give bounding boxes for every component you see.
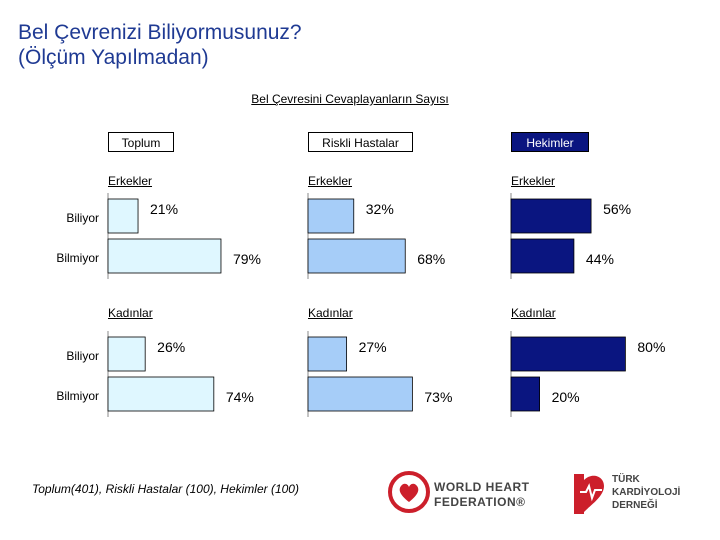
bar-hekimler-kadinlar-bilmiyor: [510, 376, 541, 412]
data-label-hekimler-kadinlar-biliyor: 80%: [637, 339, 665, 355]
group-header-toplum: Toplum: [108, 132, 174, 152]
row-label-erkekler-biliyor: Biliyor: [66, 211, 99, 225]
data-label-riskli-hastalar-erkekler-biliyor: 32%: [366, 201, 394, 217]
bar-toplum-kadinlar-bilmiyor: [107, 376, 215, 412]
bar-toplum-erkekler-biliyor: [107, 198, 139, 234]
subgroup-label-hekimler-erkekler: Erkekler: [511, 174, 556, 188]
bar-toplum-kadinlar-biliyor: [107, 336, 146, 372]
world-heart-federation-logo-icon: [388, 471, 430, 513]
data-label-riskli-hastalar-kadinlar-bilmiyor: 73%: [424, 389, 452, 405]
subgroup-label-riskli-kadinlar: Kadınlar: [308, 306, 353, 320]
subgroup-label-riskli-erkekler: Erkekler: [308, 174, 353, 188]
row-label-kadinlar-bilmiyor: Bilmiyor: [56, 389, 99, 403]
bar-riskli-hastalar-kadinlar-bilmiyor: [307, 376, 413, 412]
data-label-hekimler-kadinlar-bilmiyor: 20%: [552, 389, 580, 405]
bar-hekimler-erkekler-biliyor: [510, 198, 592, 234]
page-title-line2: (Ölçüm Yapılmadan): [18, 46, 209, 69]
data-label-riskli-hastalar-erkekler-bilmiyor: 68%: [417, 251, 445, 267]
bar-hekimler-erkekler-bilmiyor: [510, 238, 575, 274]
data-label-toplum-erkekler-bilmiyor: 79%: [233, 251, 261, 267]
world-heart-federation-wordmark: WORLD HEART FEDERATION®: [434, 480, 530, 509]
data-label-toplum-erkekler-biliyor: 21%: [150, 201, 178, 217]
row-label-erkekler-bilmiyor: Bilmiyor: [56, 251, 99, 265]
turk-kardiyoloji-dernegi-logo-icon: [574, 474, 604, 514]
data-label-hekimler-erkekler-bilmiyor: 44%: [586, 251, 614, 267]
subgroup-label-toplum-erkekler: Erkekler: [108, 174, 153, 188]
page-title: Bel Çevrenizi Biliyormusunuz? (Ölçüm Yap…: [18, 20, 302, 70]
subgroup-label-hekimler-kadinlar: Kadınlar: [511, 306, 556, 320]
subgroup-label-toplum-kadinlar: Kadınlar: [108, 306, 153, 320]
bar-toplum-erkekler-bilmiyor: [107, 238, 222, 274]
bar-hekimler-kadinlar-biliyor: [510, 336, 626, 372]
turk-kardiyoloji-dernegi-wordmark: TÜRK KARDİYOLOJİ DERNEĞİ: [612, 474, 681, 511]
row-label-kadinlar-biliyor: Biliyor: [66, 349, 99, 363]
page-title-line1: Bel Çevrenizi Biliyormusunuz?: [18, 21, 302, 44]
bar-riskli-hastalar-erkekler-biliyor: [307, 198, 355, 234]
data-label-toplum-kadinlar-biliyor: 26%: [157, 339, 185, 355]
bar-riskli-hastalar-erkekler-bilmiyor: [307, 238, 406, 274]
group-header-riskli-hastalar: Riskli Hastalar: [308, 132, 413, 152]
group-header-hekimler: Hekimler: [511, 132, 589, 152]
chart-subtitle: Bel Çevresini Cevaplayanların Sayısı: [251, 92, 449, 106]
footnote: Toplum(401), Riskli Hastalar (100), Heki…: [32, 482, 299, 496]
data-label-riskli-hastalar-kadinlar-biliyor: 27%: [359, 339, 387, 355]
bar-riskli-hastalar-kadinlar-biliyor: [307, 336, 348, 372]
data-label-hekimler-erkekler-biliyor: 56%: [603, 201, 631, 217]
data-label-toplum-kadinlar-bilmiyor: 74%: [226, 389, 254, 405]
